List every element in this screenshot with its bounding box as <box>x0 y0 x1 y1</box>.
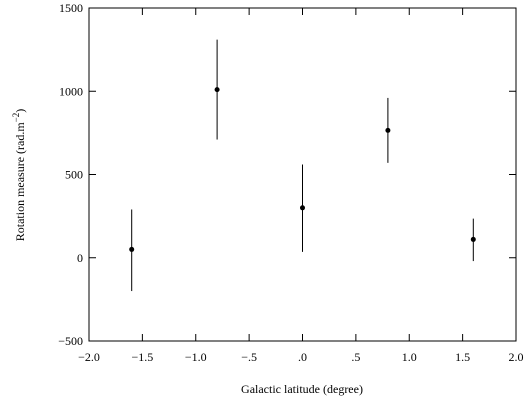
x-tick-label: 1.5 <box>455 350 470 364</box>
data-point <box>385 127 391 133</box>
data-point <box>214 87 220 93</box>
x-tick-label: .0 <box>298 350 307 364</box>
data-point <box>470 236 476 242</box>
x-tick-label: −.5 <box>241 350 257 364</box>
x-tick-label: .5 <box>351 350 360 364</box>
y-axis-title-main: Rotation measure (rad.m <box>13 122 27 242</box>
x-axis-title: Galactic latitude (degree) <box>241 382 363 396</box>
y-tick-label: −500 <box>58 334 83 348</box>
x-tick-label: 1.0 <box>402 350 417 364</box>
data-point <box>300 205 305 211</box>
x-tick-label: −2.0 <box>78 350 100 364</box>
data-point <box>129 246 135 252</box>
y-axis-title: Rotation measure (rad.m−2) <box>11 109 27 242</box>
y-axis-title-exponent: −2 <box>11 113 21 123</box>
data-points <box>129 39 476 292</box>
x-tick-label: −1.5 <box>131 350 153 364</box>
y-tick-label: 0 <box>77 251 83 265</box>
y-tick-label: 1500 <box>59 1 83 15</box>
x-tick-label: −1.0 <box>185 350 207 364</box>
x-tick-label: 2.0 <box>509 350 524 364</box>
y-tick-label: 1000 <box>59 84 83 98</box>
y-tick-label: 500 <box>65 168 83 182</box>
y-axis-ticks: −500 0 500 1000 1500 <box>58 1 516 348</box>
x-axis-ticks: −2.0 −1.5 −1.0 −.5 .0 .5 1.0 1.5 2.0 <box>78 8 524 364</box>
y-axis-title-close: ) <box>13 109 27 113</box>
